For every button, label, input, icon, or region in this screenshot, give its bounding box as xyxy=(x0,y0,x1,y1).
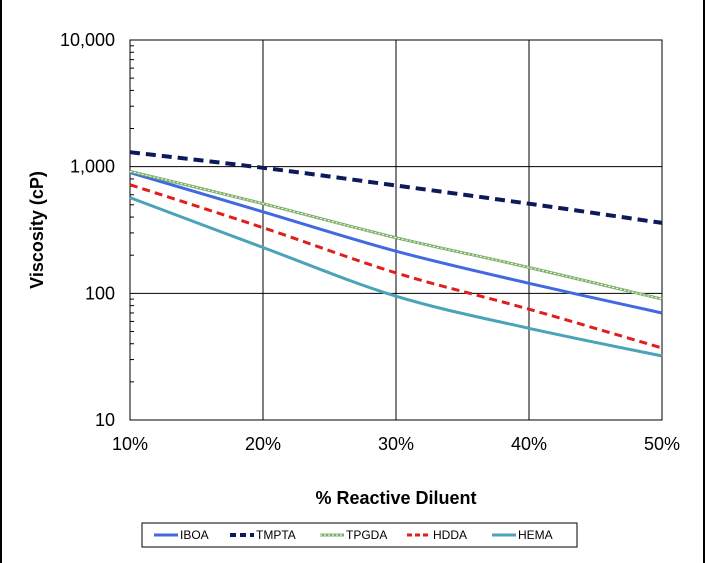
series-tmpta xyxy=(129,150,663,225)
y-tick-label: 10,000 xyxy=(60,30,115,50)
x-tick-label: 50% xyxy=(644,434,680,454)
series-tpgda xyxy=(129,169,663,301)
x-axis-title: % Reactive Diluent xyxy=(315,488,476,508)
y-tick-label: 100 xyxy=(85,283,115,303)
series-layer xyxy=(129,150,663,358)
legend: IBOA TMPTA TPGDA HDDA HEMA xyxy=(141,522,578,548)
series-line-iboa xyxy=(129,171,663,315)
series-hdda xyxy=(129,183,663,350)
y-tick-label: 1,000 xyxy=(70,157,115,177)
minor-ticks xyxy=(130,45,134,383)
legend-label-hema: HEMA xyxy=(518,528,553,542)
legend-label-tpgda: TPGDA xyxy=(346,528,387,542)
series-iboa xyxy=(129,171,663,315)
y-tick-label: 10 xyxy=(95,410,115,430)
x-tick-labels: 10% 20% 30% 40% 50% xyxy=(112,434,680,454)
y-axis-title: Viscosity (cP) xyxy=(27,171,47,289)
series-line-tmpta xyxy=(129,150,663,225)
x-tick-label: 40% xyxy=(511,434,547,454)
x-tick-label: 30% xyxy=(378,434,414,454)
legend-label-tmpta: TMPTA xyxy=(256,528,296,542)
series-line-hema xyxy=(129,196,663,358)
legend-label-iboa: IBOA xyxy=(180,528,209,542)
y-tick-labels: 10 100 1,000 10,000 xyxy=(60,30,115,430)
grid xyxy=(129,39,663,421)
legend-label-hdda: HDDA xyxy=(433,528,467,542)
series-line-hdda xyxy=(129,183,663,350)
x-tick-label: 10% xyxy=(112,434,148,454)
x-tick-label: 20% xyxy=(245,434,281,454)
series-hema xyxy=(129,196,663,358)
series-line-texture-tpgda xyxy=(129,170,663,300)
